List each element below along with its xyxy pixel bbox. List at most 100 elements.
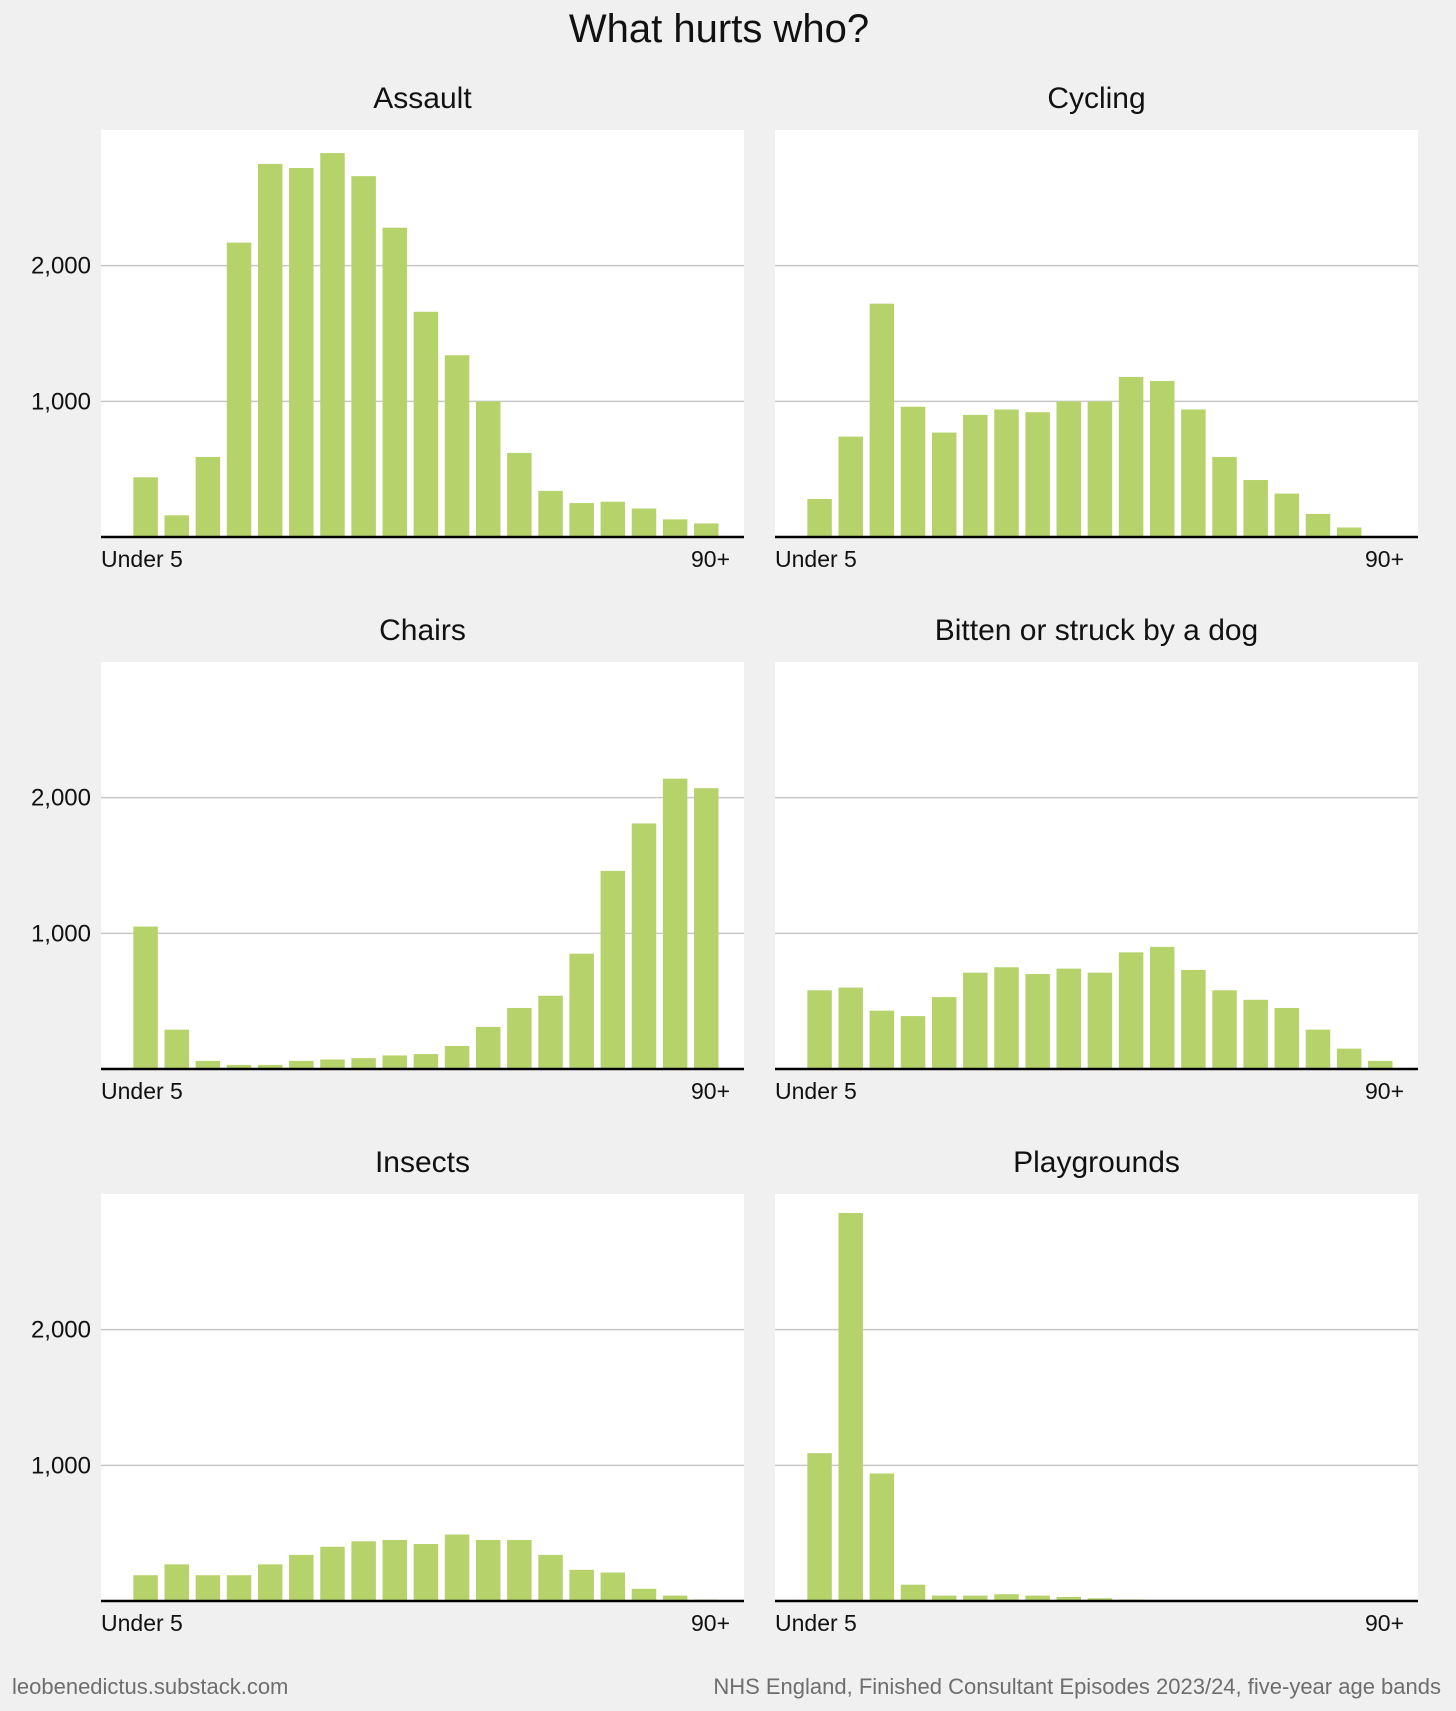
bar: [1274, 493, 1300, 537]
bar: [444, 1534, 470, 1601]
bar: [226, 1064, 252, 1069]
footer-credit: leobenedictus.substack.com: [12, 1674, 288, 1699]
y-tick-label: 2,000: [31, 1317, 91, 1344]
bar: [931, 432, 957, 537]
bar: [807, 990, 832, 1069]
bar: [1056, 401, 1082, 537]
bar: [475, 1026, 501, 1069]
bar: [195, 1575, 221, 1601]
x-tick-label-last: 90+: [691, 1078, 730, 1104]
x-tick-label-first: Under 5: [775, 1610, 857, 1636]
panel-cycling: Under 5 90+ Cycling: [775, 82, 1418, 572]
bar: [1087, 1598, 1113, 1601]
bar: [1305, 1029, 1331, 1069]
panel-assault: 1,000 2,000 Under 5 90+ Assault: [31, 82, 744, 572]
x-tick-label-last: 90+: [691, 1610, 730, 1636]
footer-source: NHS England, Finished Consultant Episode…: [713, 1674, 1441, 1699]
panel-insects: 1,000 2,000 Under 5 90+ Insects: [31, 1146, 744, 1636]
bar: [662, 519, 688, 537]
panel-background: [101, 1194, 744, 1601]
bar: [662, 1595, 688, 1601]
bar: [1118, 952, 1144, 1069]
bar: [257, 1064, 283, 1069]
panel-chairs: 1,000 2,000 Under 5 90+ Chairs: [31, 614, 744, 1104]
bar: [963, 414, 988, 537]
bar: [351, 176, 376, 538]
bar: [1056, 1596, 1082, 1601]
bar: [507, 452, 532, 537]
bar: [133, 1575, 158, 1601]
bar: [289, 1554, 314, 1601]
x-tick-label-first: Under 5: [775, 546, 857, 572]
bar: [600, 501, 626, 537]
panel-title: Cycling: [1047, 82, 1145, 115]
panel-title: Playgrounds: [1013, 1146, 1180, 1179]
bar: [1212, 456, 1237, 537]
y-tick-label: 1,000: [31, 1452, 91, 1479]
bar: [1336, 527, 1362, 537]
x-tick-label-first: Under 5: [101, 1610, 183, 1636]
bar: [507, 1539, 532, 1601]
panels-grid: 1,000 2,000 Under 5 90+ Assault Under 5 90+ Cyc…: [31, 82, 1418, 1636]
bar: [1181, 969, 1206, 1069]
bar: [195, 1060, 221, 1069]
bar: [413, 1544, 439, 1601]
bar: [382, 1055, 408, 1069]
bar: [1243, 480, 1268, 537]
bar: [320, 1546, 345, 1601]
bar: [257, 1564, 283, 1601]
bar: [1149, 380, 1175, 537]
bar: [900, 1016, 926, 1069]
bar: [1212, 990, 1237, 1069]
bar: [164, 1564, 189, 1601]
bar: [900, 406, 926, 537]
bar: [226, 1575, 252, 1601]
bar: [694, 523, 719, 537]
bar: [320, 1059, 345, 1069]
bar: [994, 967, 1019, 1069]
panel-playgrounds: Under 5 90+ Playgrounds: [775, 1146, 1418, 1636]
bar: [569, 953, 594, 1069]
x-tick-label-first: Under 5: [101, 546, 183, 572]
x-tick-label-last: 90+: [1365, 1078, 1404, 1104]
bar: [257, 163, 283, 537]
bar: [1368, 1060, 1393, 1069]
bar: [631, 823, 657, 1069]
bar: [382, 227, 408, 537]
bar: [226, 242, 252, 537]
bar: [1056, 968, 1082, 1069]
bar: [1181, 409, 1206, 537]
bar: [931, 1595, 957, 1601]
bar: [1118, 376, 1144, 537]
bar: [963, 1595, 988, 1601]
bar: [631, 1588, 657, 1601]
bar: [694, 788, 719, 1069]
bar: [1336, 1048, 1362, 1069]
bar: [413, 1054, 439, 1069]
bar: [569, 1569, 594, 1601]
y-tick-label: 2,000: [31, 785, 91, 812]
bar: [507, 1007, 532, 1069]
bar: [994, 1594, 1019, 1601]
x-tick-label-last: 90+: [1365, 546, 1404, 572]
panel-title: Bitten or struck by a dog: [935, 614, 1259, 647]
bar: [838, 1212, 863, 1601]
bar: [164, 515, 189, 537]
bar: [351, 1541, 376, 1601]
bar: [538, 1554, 563, 1601]
bar: [963, 972, 988, 1069]
bar: [133, 477, 158, 537]
chart-title: What hurts who?: [569, 7, 869, 51]
bar: [869, 1010, 895, 1069]
x-tick-label-first: Under 5: [101, 1078, 183, 1104]
bar: [1305, 513, 1331, 537]
bar: [164, 1029, 189, 1069]
bar: [931, 997, 957, 1069]
bar: [289, 167, 314, 537]
bar: [900, 1584, 926, 1601]
bar: [320, 153, 345, 537]
bar: [662, 778, 688, 1069]
bar: [413, 311, 439, 537]
bar: [1087, 401, 1113, 537]
bar: [538, 995, 563, 1069]
